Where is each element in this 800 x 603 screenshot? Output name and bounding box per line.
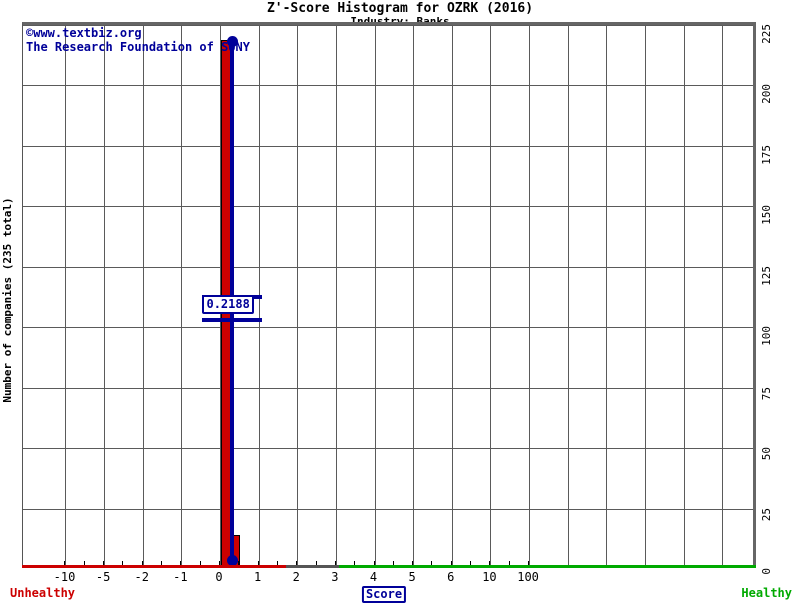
marker-bottom-dot	[226, 555, 238, 565]
page-title: Z'-Score Histogram for OZRK (2016)	[266, 1, 534, 16]
watermark-line-1: ©www.textbiz.org	[26, 26, 142, 40]
x-minor-tick-mark	[122, 561, 124, 565]
y-tick-label: 150	[760, 205, 773, 226]
y-tick-label: 225	[760, 24, 773, 44]
x-tick-label: -2	[134, 570, 149, 584]
x-tick-mark	[334, 561, 336, 566]
y-tick-label: 100	[760, 326, 773, 347]
x-minor-tick-mark	[392, 561, 394, 565]
horizontal-gridline	[23, 145, 753, 147]
x-minor-tick-mark	[161, 561, 163, 565]
x-tick-mark	[528, 561, 530, 566]
x-tick-label: -10	[53, 570, 76, 584]
x-tick-mark	[219, 561, 221, 566]
x-tick-label: -1	[173, 570, 188, 584]
vertical-gridline	[722, 25, 724, 565]
x-tick-mark	[373, 561, 375, 566]
x-tick-mark	[296, 561, 298, 566]
vertical-gridline	[644, 25, 646, 565]
x-minor-tick-mark	[83, 561, 85, 565]
x-minor-tick-mark	[470, 561, 472, 565]
watermark: ©www.textbiz.org The Research Foundation…	[26, 26, 250, 54]
vertical-gridline	[490, 25, 492, 565]
x-tick-label: 100	[517, 570, 539, 584]
horizontal-gridline	[23, 266, 753, 268]
horizontal-gridline	[23, 85, 753, 87]
vertical-gridline	[567, 25, 569, 565]
y-tick-label: 50	[760, 447, 773, 461]
x-minor-tick-mark	[238, 561, 240, 565]
x-tick-mark	[180, 561, 182, 566]
horizontal-gridline	[23, 387, 753, 389]
horizontal-gridline	[23, 327, 753, 329]
vertical-gridline	[606, 25, 608, 565]
x-tick-label: 4	[369, 570, 378, 584]
marker-top-dot	[226, 36, 238, 47]
plot-area	[22, 22, 756, 566]
vertical-gridline	[142, 25, 144, 565]
vertical-gridline	[335, 25, 337, 565]
x-tick-mark	[412, 561, 414, 566]
x-tick-label: 1	[254, 570, 262, 584]
vertical-gridline	[65, 25, 67, 565]
y-tick-label: 175	[760, 144, 773, 165]
y-tick-label: 75	[760, 386, 773, 400]
zone-healthy-strip	[338, 565, 756, 568]
horizontal-gridline	[23, 206, 753, 208]
horizontal-gridline	[23, 508, 753, 510]
horizontal-gridline	[23, 25, 753, 26]
y-tick-label: 0	[760, 568, 773, 575]
x-minor-tick-mark	[354, 561, 356, 565]
y-tick-label: 125	[760, 265, 773, 286]
vertical-gridline	[529, 25, 531, 565]
x-tick-mark	[103, 561, 105, 566]
zone-grey-strip	[286, 565, 339, 568]
x-tick-label: 0	[215, 570, 223, 584]
x-tick-label: 3	[331, 570, 339, 584]
y-tick-label: 200	[760, 84, 773, 105]
x-tick-label: 5	[408, 570, 416, 584]
healthy-label: Healthy	[741, 586, 792, 600]
horizontal-gridline	[23, 448, 753, 450]
vertical-gridline	[181, 25, 183, 565]
zone-unhealthy-strip	[22, 565, 287, 568]
x-minor-tick-mark	[508, 561, 510, 565]
x-axis-title: Score	[361, 586, 407, 603]
y-tick-label: 25	[760, 507, 773, 521]
marker-whisker-lower	[202, 318, 263, 322]
x-minor-tick-mark	[199, 561, 201, 565]
vertical-gridline	[683, 25, 685, 565]
x-tick-mark	[257, 561, 259, 566]
vertical-gridline	[374, 25, 376, 565]
marker-value-label: 0.2188	[202, 295, 254, 314]
x-tick-mark	[489, 561, 491, 566]
vertical-gridline	[104, 25, 106, 565]
x-minor-tick-mark	[431, 561, 433, 565]
x-tick-mark	[141, 561, 143, 566]
vertical-gridline	[297, 25, 299, 565]
unhealthy-label: Unhealthy	[10, 586, 76, 600]
vertical-gridline	[413, 25, 415, 565]
y-axis-title: Number of companies (235 total)	[1, 197, 14, 403]
vertical-gridline	[451, 25, 453, 565]
x-minor-tick-mark	[315, 561, 317, 565]
x-tick-label: -5	[95, 570, 111, 584]
x-tick-label: 10	[482, 570, 497, 584]
x-tick-mark	[450, 561, 452, 566]
watermark-line-2: The Research Foundation of SUNY	[26, 40, 250, 54]
x-minor-tick-mark	[276, 561, 278, 565]
x-tick-label: 2	[292, 570, 300, 584]
x-tick-mark	[64, 561, 66, 566]
x-tick-label: 6	[447, 570, 455, 584]
